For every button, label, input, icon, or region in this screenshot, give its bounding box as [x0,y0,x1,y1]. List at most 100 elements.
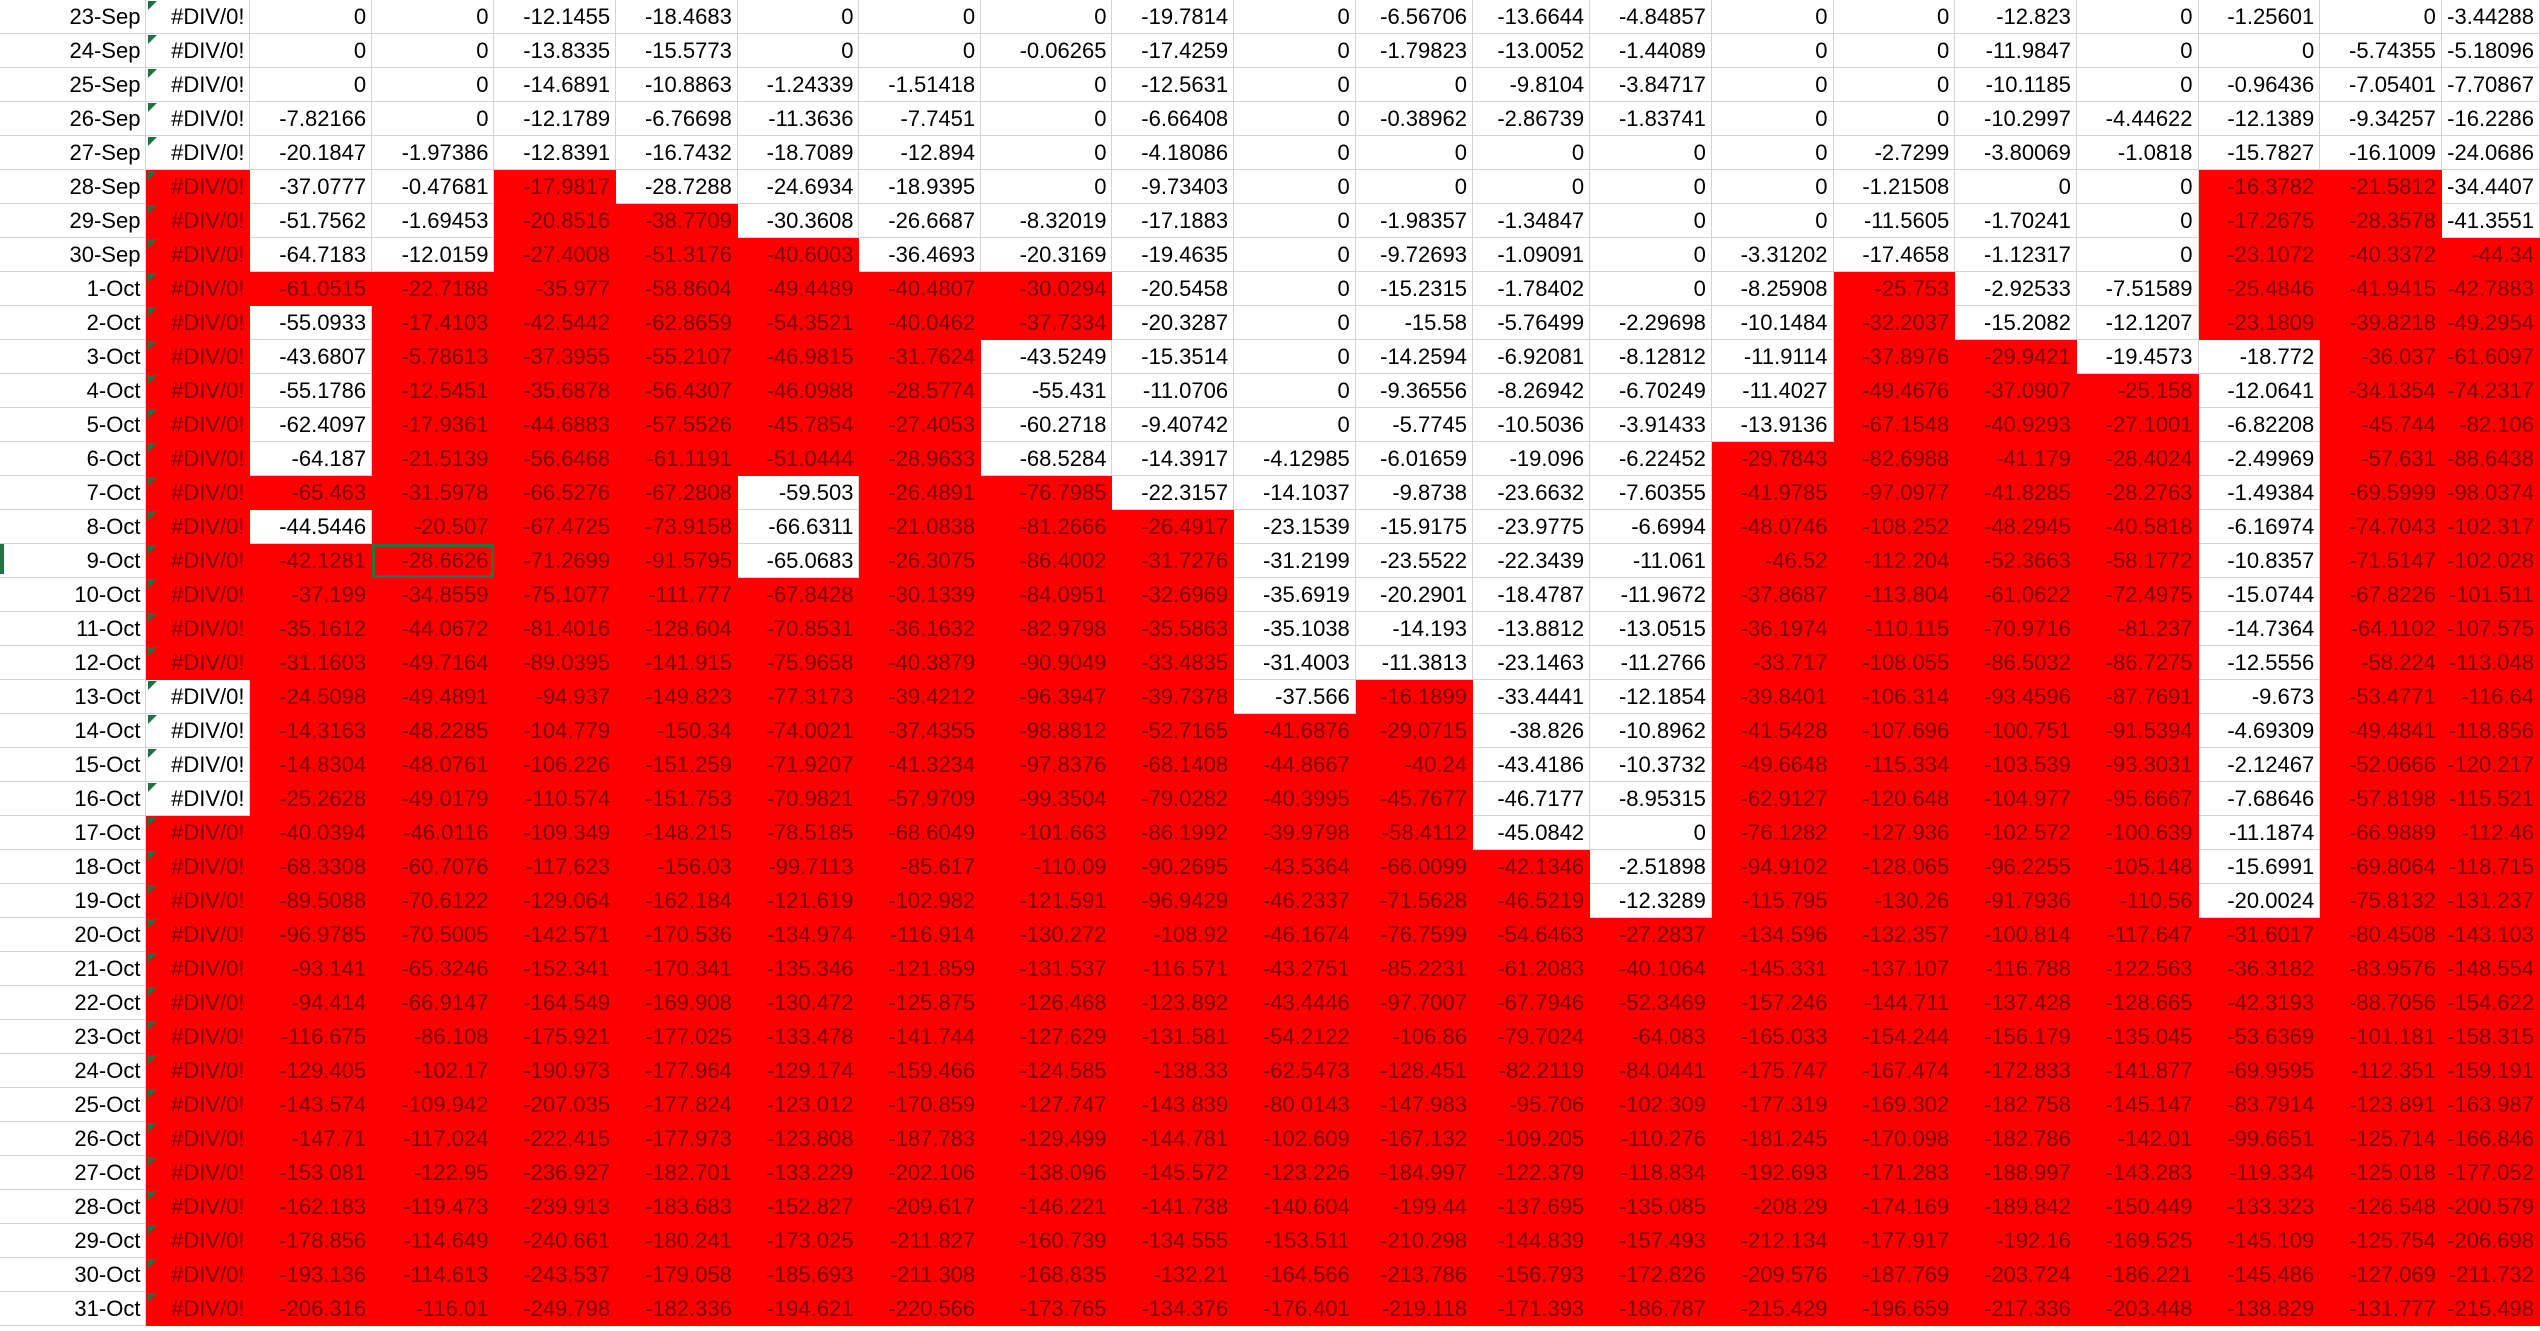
value-cell[interactable]: -143.839 [1111,1087,1235,1122]
value-cell[interactable]: -70.8531 [737,611,860,646]
value-cell[interactable]: -12.5631 [1111,67,1235,102]
value-cell[interactable]: -85.2231 [1355,951,1473,986]
value-cell[interactable]: -37.3955 [493,339,617,374]
value-cell[interactable]: -1.51418 [858,67,982,102]
value-cell[interactable]: -88.6438 [2441,441,2540,476]
value-cell[interactable]: -96.2255 [1954,849,2077,884]
value-cell[interactable]: -169.525 [2076,1223,2199,1258]
value-cell[interactable]: -113.804 [1833,577,1956,612]
value-cell[interactable]: -83.9576 [2319,951,2442,986]
value-cell[interactable]: -101.181 [2319,1019,2442,1054]
value-cell[interactable]: -177.025 [615,1019,738,1054]
value-cell[interactable]: -42.7883 [2441,271,2540,306]
value-cell[interactable]: -5.18096 [2441,33,2540,68]
value-cell[interactable]: -176.401 [1233,1291,1356,1326]
value-cell[interactable]: -31.2199 [1233,543,1356,578]
value-cell[interactable]: -7.70867 [2441,67,2540,102]
value-cell[interactable]: 0 [737,0,860,34]
value-cell[interactable]: -66.9147 [371,985,495,1020]
value-cell[interactable]: -133.323 [2198,1189,2321,1224]
value-cell[interactable]: -68.5284 [980,441,1113,476]
value-cell[interactable]: -0.38962 [1355,101,1473,136]
value-cell[interactable]: -3.44288 [2441,0,2540,34]
value-cell[interactable]: -158.315 [2441,1019,2540,1054]
value-cell[interactable]: -12.1455 [493,0,617,34]
value-cell[interactable]: -70.9716 [1954,611,2077,646]
value-cell[interactable]: -124.585 [980,1053,1113,1088]
value-cell[interactable]: -210.298 [1355,1223,1473,1258]
date-cell[interactable]: 26-Sep [0,101,147,136]
value-cell[interactable]: -44.0672 [371,611,495,646]
value-cell[interactable]: -37.7334 [980,305,1113,340]
value-cell[interactable]: 0 [1233,305,1356,340]
value-cell[interactable]: -17.4658 [1833,237,1956,272]
value-cell[interactable]: -147.71 [249,1121,373,1156]
value-cell[interactable]: 0 [1472,135,1591,170]
value-cell[interactable]: -16.1009 [2319,135,2442,170]
value-cell[interactable]: -142.571 [493,917,617,952]
error-cell[interactable]: #DIV/0! [145,1121,251,1156]
date-cell[interactable]: 8-Oct [0,509,147,544]
value-cell[interactable]: -67.4725 [493,509,617,544]
value-cell[interactable]: -117.024 [371,1121,495,1156]
error-cell[interactable]: #DIV/0! [145,339,251,374]
value-cell[interactable]: -40.9293 [1954,407,2077,442]
value-cell[interactable]: -15.5773 [615,33,738,68]
value-cell[interactable]: -102.982 [858,883,982,918]
value-cell[interactable]: -61.2083 [1472,951,1591,986]
value-cell[interactable]: -17.9361 [371,407,495,442]
value-cell[interactable]: -46.7177 [1472,781,1591,816]
error-cell[interactable]: #DIV/0! [145,135,251,170]
value-cell[interactable]: -0.47681 [371,169,495,204]
value-cell[interactable]: -142.01 [2076,1121,2199,1156]
value-cell[interactable]: -10.2997 [1954,101,2077,136]
value-cell[interactable]: -26.6687 [858,203,982,238]
value-cell[interactable]: -206.698 [2441,1223,2540,1258]
value-cell[interactable]: -172.833 [1954,1053,2077,1088]
value-cell[interactable]: -131.777 [2319,1291,2442,1326]
date-cell[interactable]: 29-Sep [0,203,147,238]
value-cell[interactable]: 0 [1233,339,1356,374]
value-cell[interactable]: -14.8304 [249,747,373,782]
value-cell[interactable]: -25.2628 [249,781,373,816]
value-cell[interactable]: -141.877 [2076,1053,2199,1088]
value-cell[interactable]: -1.24339 [737,67,860,102]
value-cell[interactable]: -56.6468 [493,441,617,476]
value-cell[interactable]: -23.1809 [2198,305,2321,340]
value-cell[interactable]: -51.0444 [737,441,860,476]
value-cell[interactable]: -82.6988 [1833,441,1956,476]
value-cell[interactable]: -107.575 [2441,611,2540,646]
value-cell[interactable]: -132.357 [1833,917,1956,952]
date-cell[interactable]: 28-Sep [0,169,147,204]
date-cell[interactable]: 24-Oct [0,1053,147,1088]
date-cell[interactable]: 1-Oct [0,271,147,306]
value-cell[interactable]: -121.619 [737,883,860,918]
value-cell[interactable]: -30.1339 [858,577,982,612]
value-cell[interactable]: -180.241 [615,1223,738,1258]
value-cell[interactable]: 0 [371,101,495,136]
value-cell[interactable]: -113.048 [2441,645,2540,680]
value-cell[interactable]: -117.647 [2076,917,2199,952]
value-cell[interactable]: -6.76698 [615,101,738,136]
value-cell[interactable]: -46.0116 [371,815,495,850]
value-cell[interactable]: 0 [1833,101,1956,136]
value-cell[interactable]: -177.917 [1833,1223,1956,1258]
value-cell[interactable]: -9.40742 [1111,407,1235,442]
value-cell[interactable]: -103.539 [1954,747,2077,782]
value-cell[interactable]: -39.4212 [858,679,982,714]
value-cell[interactable]: -126.468 [980,985,1113,1020]
value-cell[interactable]: -18.7089 [737,135,860,170]
error-cell[interactable]: #DIV/0! [145,203,251,238]
value-cell[interactable]: -11.0706 [1111,373,1235,408]
value-cell[interactable]: -37.0777 [249,169,373,204]
value-cell[interactable]: -21.5812 [2319,169,2442,204]
value-cell[interactable]: -60.7076 [371,849,495,884]
date-cell[interactable]: 14-Oct [0,713,147,748]
value-cell[interactable]: -153.081 [249,1155,373,1190]
value-cell[interactable]: -55.1786 [249,373,373,408]
value-cell[interactable]: -46.5219 [1472,883,1591,918]
date-cell[interactable]: 16-Oct [0,781,147,816]
value-cell[interactable]: -211.827 [858,1223,982,1258]
value-cell[interactable]: -186.787 [1589,1291,1712,1326]
